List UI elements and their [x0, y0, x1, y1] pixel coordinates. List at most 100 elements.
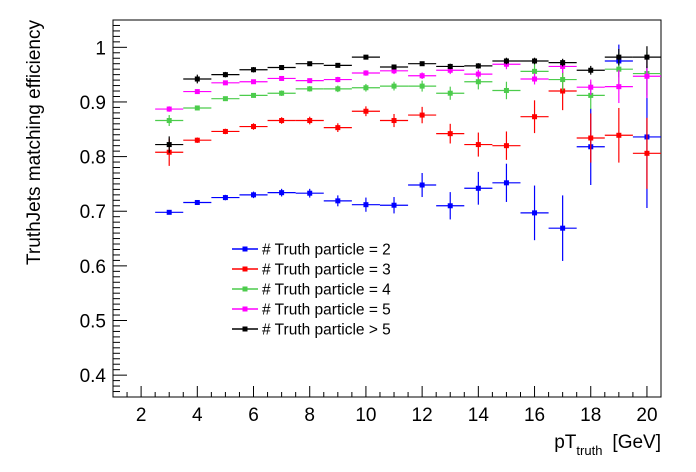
data-point [447, 131, 453, 137]
data-point [532, 58, 538, 64]
legend: # Truth particle = 2 # Truth particle = 3… [232, 242, 391, 339]
data-point [166, 106, 172, 112]
data-point [363, 108, 369, 114]
y-tick-label: 0.4 [80, 366, 107, 387]
x-tick-label: 8 [304, 405, 315, 426]
data-point [194, 199, 200, 205]
x-axis-title: pTtruth [GeV] [554, 432, 661, 458]
legend-entry: # Truth particle = 4 [232, 282, 391, 299]
data-point [307, 118, 313, 124]
data-point [363, 70, 369, 76]
data-point [644, 150, 650, 156]
x-tick-label: 18 [580, 405, 601, 426]
data-point [419, 182, 425, 188]
x-tick-label: 2 [136, 405, 147, 426]
y-tick-label: 0.8 [80, 148, 106, 169]
data-point [616, 66, 622, 72]
data-point [560, 225, 566, 231]
y-axis-title: TruthJets matching efficiency [24, 20, 45, 265]
x-axis-title-unit: [GeV] [612, 432, 661, 453]
data-point [251, 192, 257, 198]
y-tick-label: 0.7 [80, 202, 106, 223]
plot-frame [112, 19, 662, 398]
data-point [475, 71, 481, 77]
legend-entry: # Truth particle = 3 [232, 262, 391, 279]
legend-marker [242, 286, 248, 292]
legend-entry: # Truth particle > 5 [232, 322, 391, 339]
legend-marker [242, 266, 248, 272]
data-point [616, 132, 622, 138]
legend-label: # Truth particle = 3 [262, 262, 391, 279]
data-point [222, 96, 228, 102]
legend-label: # Truth particle > 5 [262, 322, 391, 339]
legend-marker [242, 246, 248, 252]
data-point [588, 135, 594, 141]
data-point [391, 68, 397, 74]
data-point [447, 90, 453, 96]
data-point [447, 63, 453, 69]
data-point [307, 86, 313, 92]
data-point [560, 77, 566, 83]
data-point [391, 118, 397, 124]
data-point [616, 54, 622, 60]
series-layer [155, 44, 661, 261]
x-axis: 2 4 6 8 10 12 14 16 18 20 [112, 386, 662, 426]
data-point [475, 63, 481, 69]
data-point [166, 209, 172, 215]
x-tick-label: 4 [192, 405, 203, 426]
series-5 [155, 46, 661, 153]
data-point [279, 190, 285, 196]
data-point [391, 64, 397, 70]
data-point [419, 73, 425, 79]
x-tick-label: 10 [355, 405, 376, 426]
data-point [503, 143, 509, 149]
data-point [363, 54, 369, 60]
data-point [475, 142, 481, 148]
data-point [560, 60, 566, 66]
series-4 [155, 54, 661, 112]
data-point [644, 54, 650, 60]
x-axis-title-subscript: truth [576, 443, 602, 458]
legend-label: # Truth particle = 5 [262, 302, 391, 319]
data-point [391, 202, 397, 208]
data-point [419, 83, 425, 89]
data-point [363, 85, 369, 91]
data-point [166, 142, 172, 148]
data-point [391, 83, 397, 89]
legend-label: # Truth particle = 2 [262, 242, 391, 259]
data-point [335, 198, 341, 204]
data-point [279, 65, 285, 71]
data-point [503, 87, 509, 93]
data-point [616, 84, 622, 90]
data-point [251, 124, 257, 130]
data-point [532, 76, 538, 82]
data-point [335, 62, 341, 68]
data-point [194, 137, 200, 143]
series-1 [155, 44, 661, 261]
data-point [222, 72, 228, 78]
data-point [279, 90, 285, 96]
data-point [251, 79, 257, 85]
y-tick-label: 1 [95, 38, 106, 59]
data-point [644, 73, 650, 79]
x-tick-label: 14 [468, 405, 490, 426]
x-tick-label: 16 [524, 405, 545, 426]
data-point [447, 67, 453, 73]
x-tick-label: 6 [248, 405, 259, 426]
data-point [335, 77, 341, 83]
data-point [503, 58, 509, 64]
data-point [279, 118, 285, 124]
data-point [447, 203, 453, 209]
data-point [307, 61, 313, 67]
y-tick-label: 0.9 [80, 93, 106, 114]
data-point [475, 185, 481, 191]
data-point [279, 75, 285, 81]
data-point [194, 89, 200, 95]
data-point [194, 76, 200, 82]
data-point [335, 86, 341, 92]
data-point [532, 68, 538, 74]
x-tick-label: 12 [412, 405, 433, 426]
legend-entry: # Truth particle = 5 [232, 302, 391, 319]
data-point [588, 84, 594, 90]
